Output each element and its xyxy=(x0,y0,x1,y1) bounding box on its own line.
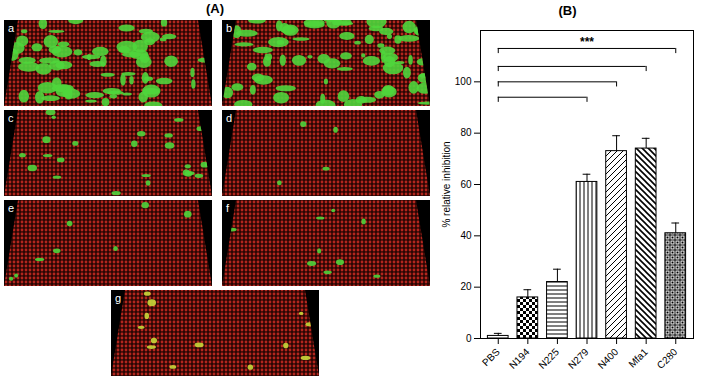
svg-text:***: *** xyxy=(580,35,594,49)
svg-text:f: f xyxy=(226,202,230,214)
svg-text:N225: N225 xyxy=(536,346,561,371)
html-text:(B): (B) xyxy=(558,3,577,18)
svg-text:e: e xyxy=(8,202,14,214)
svg-text:N400: N400 xyxy=(596,346,621,371)
svg-text:N279: N279 xyxy=(566,346,591,371)
svg-text:(A): (A) xyxy=(206,1,224,16)
svg-text:g: g xyxy=(115,292,121,304)
svg-text:% relative inhibition: % relative inhibition xyxy=(441,141,452,227)
svg-text:d: d xyxy=(226,112,232,124)
svg-text:40: 40 xyxy=(460,230,472,241)
svg-text:0: 0 xyxy=(466,333,472,344)
svg-text:a: a xyxy=(8,22,15,34)
svg-text:c: c xyxy=(8,112,14,124)
svg-text:20: 20 xyxy=(460,281,472,292)
svg-text:C280: C280 xyxy=(655,346,680,371)
svg-text:PBS: PBS xyxy=(480,346,502,368)
svg-text:100: 100 xyxy=(455,76,472,87)
svg-text:Mfa1: Mfa1 xyxy=(626,346,650,370)
svg-text:b: b xyxy=(226,22,232,34)
svg-text:60: 60 xyxy=(460,179,472,190)
svg-text:N194: N194 xyxy=(507,346,532,371)
svg-text:80: 80 xyxy=(460,127,472,138)
